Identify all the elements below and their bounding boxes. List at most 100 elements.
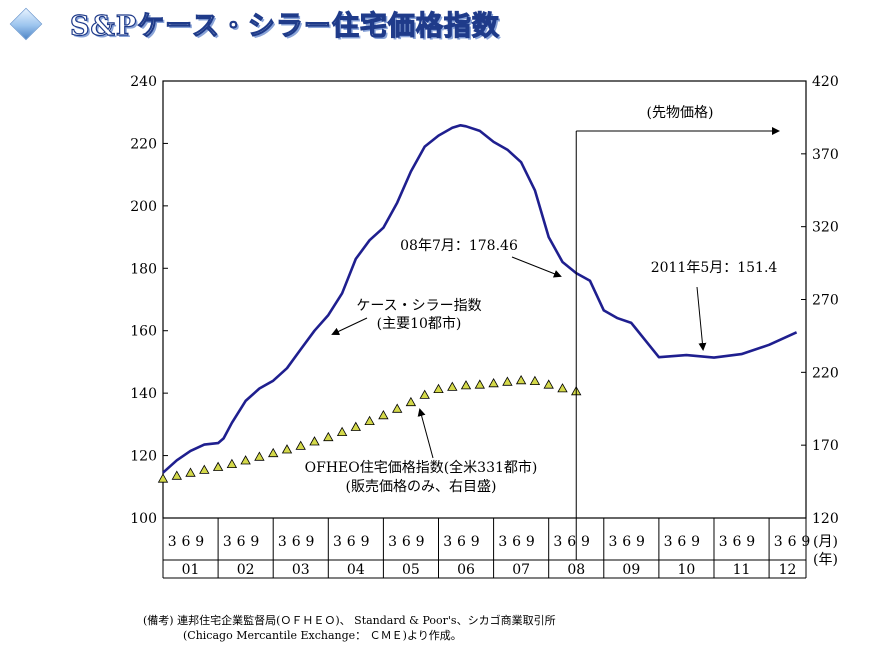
y-left-tick-label: 160 [130, 324, 157, 340]
x-year-label: 11 [733, 562, 751, 578]
series-ofheo-point [502, 376, 513, 386]
x-month-label: 3 [223, 534, 232, 550]
x-month-label: 3 [388, 534, 397, 550]
x-month-label: 9 [581, 534, 590, 550]
x-year-label: 03 [292, 562, 310, 578]
y-right-tick-label: 370 [812, 147, 839, 163]
series-ofheo-point [157, 473, 169, 483]
series-ofheo-point [447, 381, 458, 391]
series-ofheo-point [419, 389, 430, 399]
series-ofheo-point [309, 436, 320, 446]
x-year-label: 08 [567, 562, 585, 578]
series-ofheo-point [240, 455, 251, 465]
x-month-label: 6 [677, 534, 686, 550]
annotation-ofheo-line2: (販売価格のみ、右目盛) [346, 479, 497, 495]
y-left-tick-label: 180 [130, 261, 157, 277]
x-month-label: 3 [168, 534, 177, 550]
series-ofheo-point [171, 470, 182, 480]
series-ofheo-point [488, 377, 499, 388]
y-left-tick-label: 120 [130, 449, 157, 465]
series-ofheo-point [281, 444, 293, 454]
x-month-label: 9 [526, 534, 535, 550]
x-month-label: 9 [416, 534, 425, 550]
x-year-label: 05 [402, 562, 420, 578]
series-ofheo-point [350, 421, 361, 431]
x-year-label: 02 [237, 562, 255, 578]
x-month-label: 9 [471, 534, 480, 550]
series-ofheo-point [529, 375, 541, 385]
y-left-tick-label: 220 [130, 136, 157, 152]
x-month-label: 6 [237, 534, 246, 550]
x-month-label: 3 [719, 534, 728, 550]
x-month-label: 9 [636, 534, 645, 550]
x-month-label: 3 [333, 534, 342, 550]
series-ofheo-point [212, 461, 224, 471]
x-month-label: 9 [746, 534, 755, 550]
x-year-label: 10 [678, 562, 696, 578]
y-right-tick-label: 170 [812, 438, 839, 454]
series-ofheo-point [254, 451, 265, 461]
x-year-label: 07 [512, 562, 530, 578]
y-right-tick-label: 270 [812, 293, 839, 309]
x-months-unit: (月) [813, 534, 838, 550]
series-ofheo-point [515, 374, 527, 385]
annotation-ofheo-line1: OFHEO住宅価格指数(全米331都市) [305, 459, 538, 476]
annotation-2011-label: 2011年5月：151.4 [651, 260, 778, 276]
annotation-2008-arrow [511, 256, 562, 278]
series-ofheo-point [226, 458, 238, 468]
x-month-label: 6 [512, 534, 521, 550]
x-month-label: 6 [567, 534, 576, 550]
page-title: S&Pケース・シラー住宅価格指数 [69, 10, 500, 42]
x-month-label: 6 [181, 534, 190, 550]
series-ofheo-point [199, 464, 210, 474]
y-right-tick-label: 420 [812, 74, 839, 90]
x-month-label: 9 [195, 534, 204, 550]
x-year-label: 12 [779, 562, 797, 578]
x-month-label: 3 [664, 534, 673, 550]
x-year-label: 01 [182, 562, 200, 578]
x-month-label: 6 [347, 534, 356, 550]
y-right-tick-label: 220 [812, 365, 839, 381]
x-month-label: 3 [443, 534, 452, 550]
x-month-label: 6 [292, 534, 301, 550]
annotation-case-shiller-line2: (主要10都市) [377, 315, 462, 332]
x-month-label: 9 [250, 534, 259, 550]
x-month-label: 6 [622, 534, 631, 550]
annotation-2008-label: 08年7月：178.46 [400, 238, 518, 254]
y-right-tick-label: 120 [812, 511, 839, 527]
series-case-shiller-line [162, 124, 798, 474]
x-month-label: 3 [278, 534, 287, 550]
x-month-label: 9 [691, 534, 700, 550]
x-year-label: 04 [347, 562, 365, 578]
series-ofheo-point [295, 440, 306, 450]
x-month-label: 3 [609, 534, 618, 550]
series-ofheo-point [392, 403, 403, 413]
y-left-tick-label: 240 [130, 74, 157, 90]
annotation-case-shiller-line1: ケース・シラー指数 [356, 298, 481, 314]
series-ofheo-point [323, 431, 334, 442]
x-month-label: 6 [402, 534, 411, 550]
futures-label: (先物価格) [647, 105, 714, 121]
series-ofheo-point [460, 380, 472, 390]
x-year-label: 09 [622, 562, 640, 578]
series-ofheo-point [405, 396, 417, 407]
x-month-label: 6 [788, 534, 797, 550]
x-years-unit: (年) [813, 552, 838, 568]
y-left-tick-label: 100 [130, 511, 157, 527]
series-ofheo-point [433, 383, 444, 393]
x-year-label: 06 [457, 562, 475, 578]
x-month-label: 3 [498, 534, 507, 550]
series-ofheo-point [185, 467, 196, 477]
series-ofheo-point [543, 379, 554, 389]
y-left-tick-label: 200 [130, 199, 157, 215]
x-month-label: 3 [553, 534, 562, 550]
x-month-label: 9 [361, 534, 370, 550]
source-note-line-2: (Chicago Mercantile Exchange： ＣＭＥ)より作成。 [183, 629, 462, 642]
series-ofheo-point [268, 447, 279, 458]
series-ofheo-point [336, 426, 348, 436]
x-month-label: 6 [732, 534, 741, 550]
source-note-line-1: (備考) 連邦住宅企業監督局(ＯＦＨＥＯ)、 Standard & Poor's… [143, 614, 556, 627]
y-right-tick-label: 320 [812, 220, 839, 236]
annotation-ofheo-arrow [417, 408, 434, 459]
